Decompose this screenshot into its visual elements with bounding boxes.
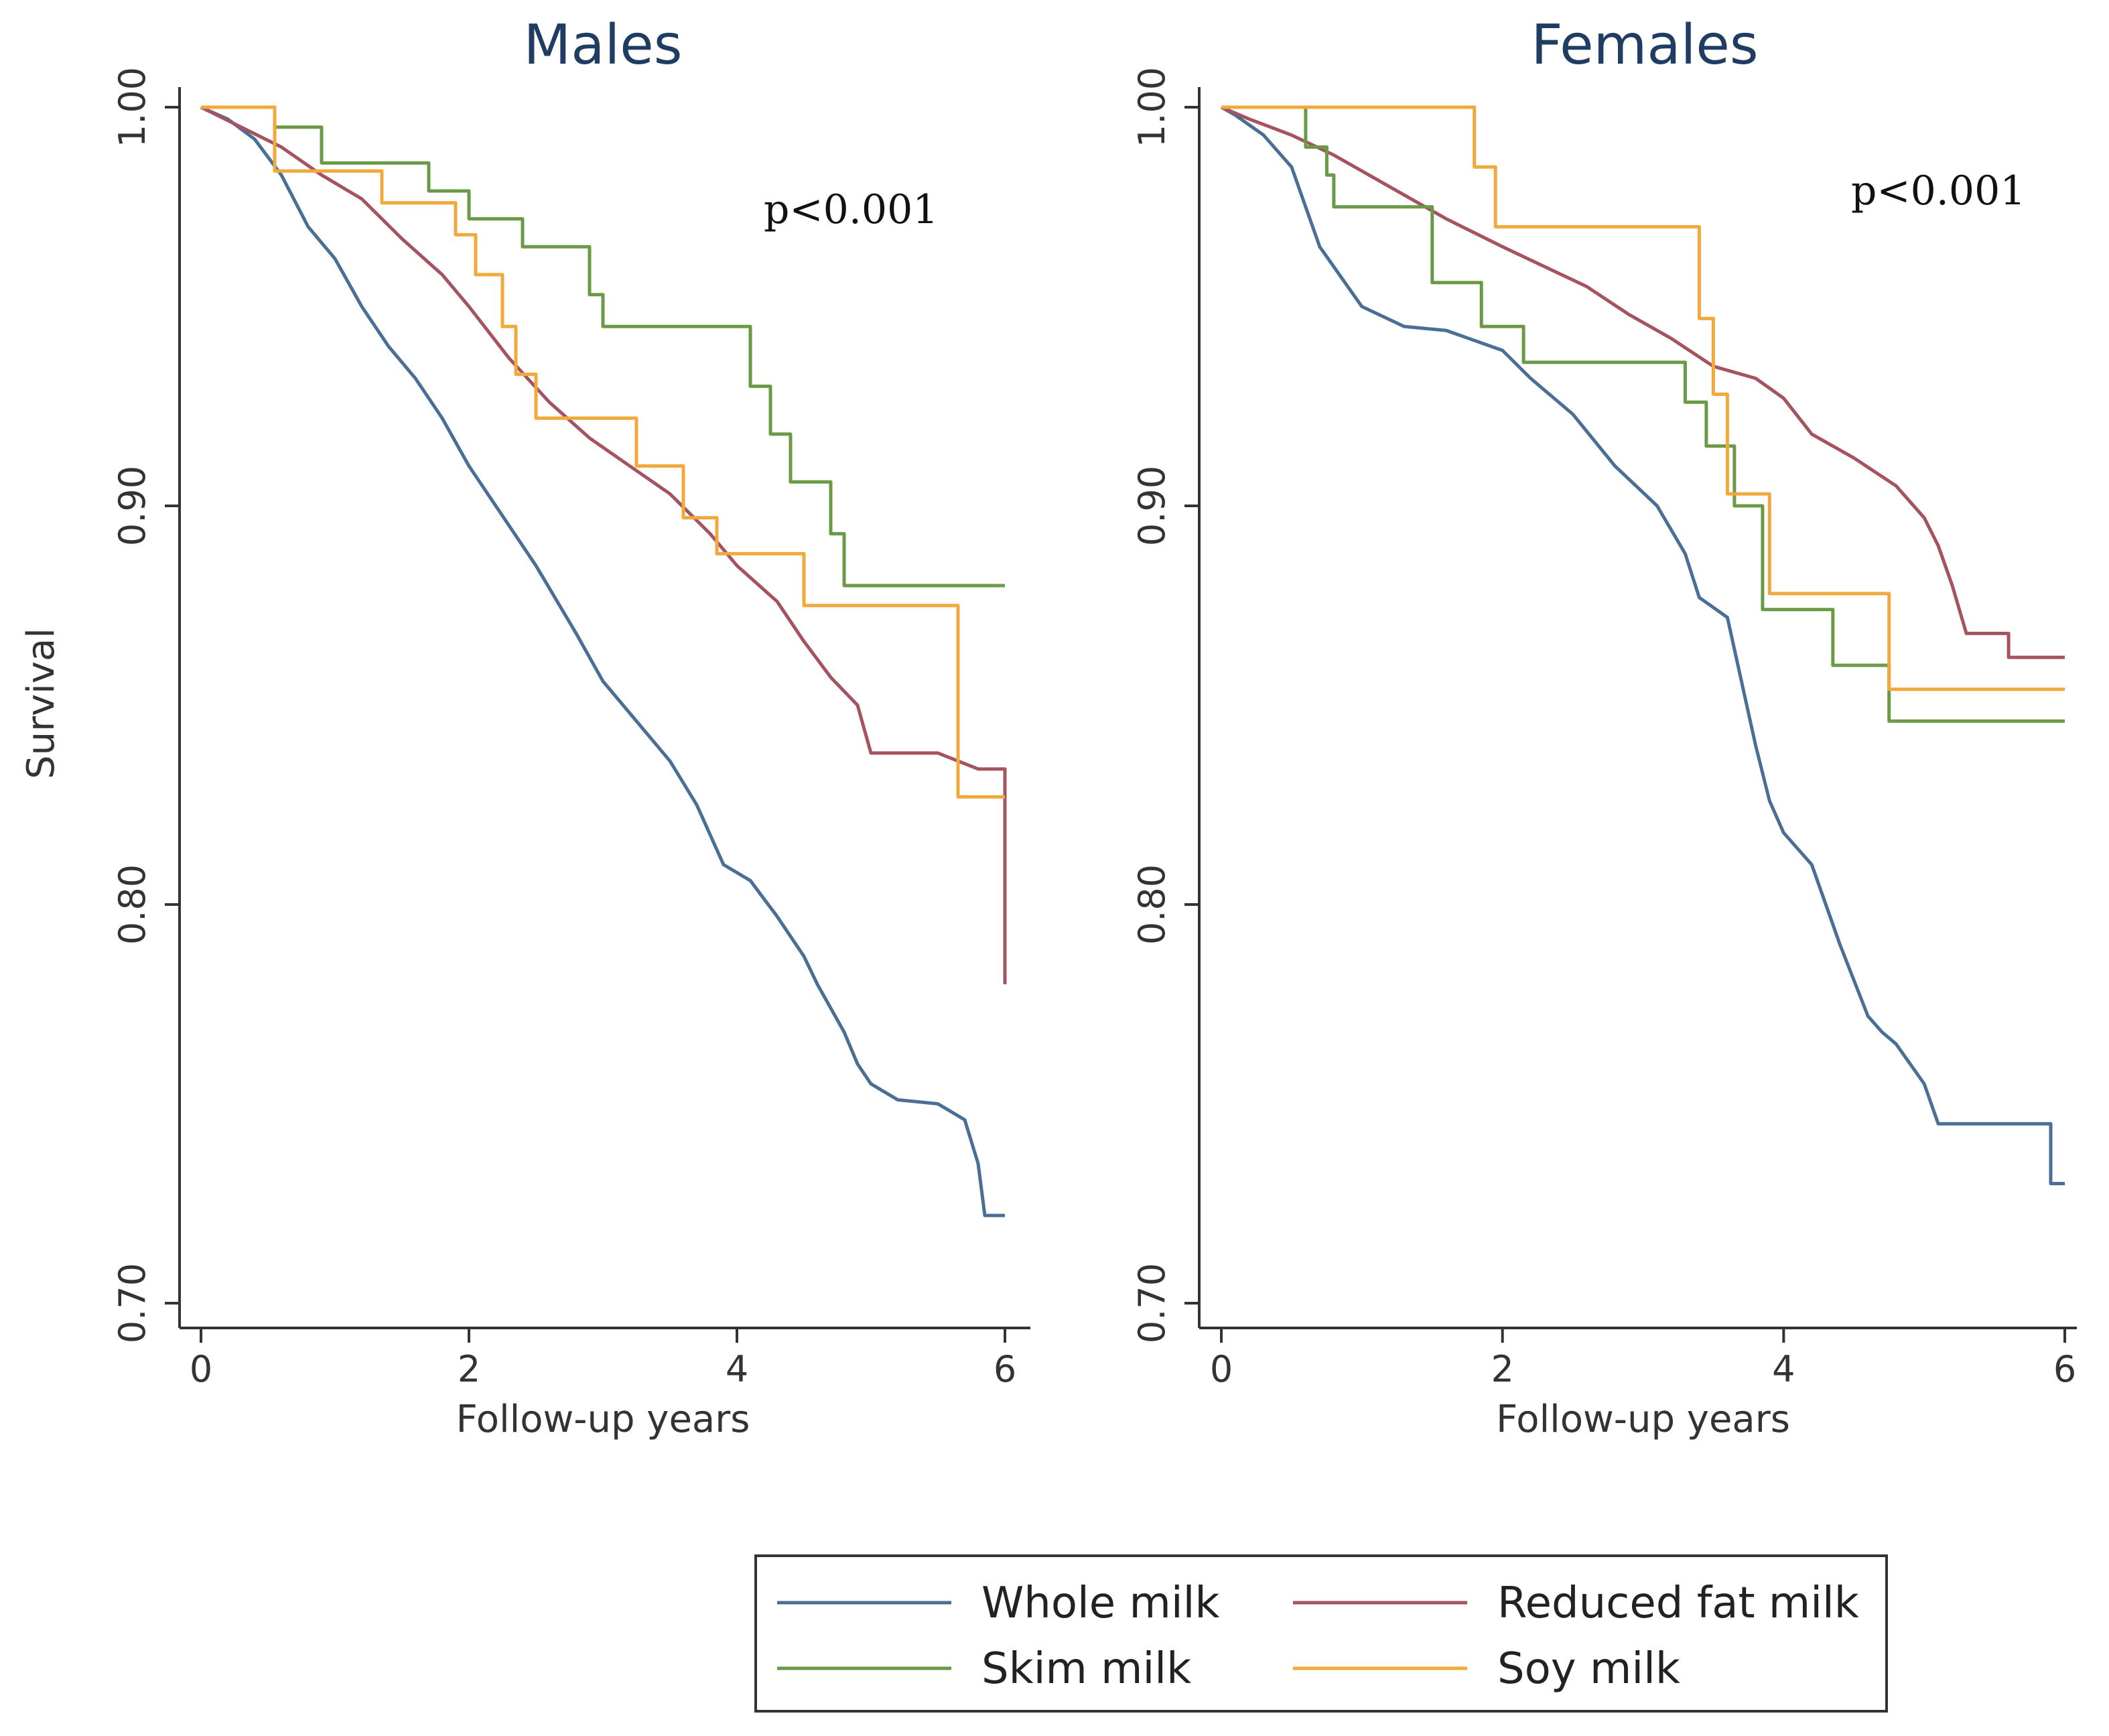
x-tick-label: 2 (1491, 1348, 1513, 1390)
legend-label-skim-milk: Skim milk (981, 1644, 1191, 1694)
y-tick-label: 0.90 (1131, 466, 1173, 546)
legend-box (754, 1554, 1888, 1713)
series-soy-milk (201, 105, 1005, 799)
legend-label-reduced-fat-milk: Reduced fat milk (1497, 1579, 1859, 1628)
x-tick-label: 0 (1210, 1348, 1233, 1390)
x-tick-label: 6 (994, 1348, 1016, 1390)
y-tick-label: 1.00 (111, 67, 153, 147)
series-skim-milk (201, 105, 1005, 588)
x-tick-label: 2 (458, 1348, 480, 1390)
y-tick-label: 0.80 (111, 864, 153, 945)
series-reduced-fat-milk (200, 105, 1007, 984)
series-skim-milk (1221, 105, 2065, 723)
series-whole-milk (200, 105, 1005, 1217)
x-axis-title: Follow-up years (1496, 1398, 1790, 1441)
legend-label-whole-milk: Whole milk (981, 1579, 1219, 1628)
p-value-annotation: p<0.001 (1851, 168, 2025, 214)
x-tick-label: 0 (190, 1348, 212, 1390)
panel-males: Males 0.70 0.80 0.90 1.00 0 2 4 6 Follow-up years… (19, 13, 1030, 1441)
y-tick-label: 0.70 (1131, 1263, 1173, 1343)
y-tick-label: 0.80 (1131, 864, 1173, 945)
x-tick-label: 4 (726, 1348, 748, 1390)
y-tick-label: 0.70 (111, 1263, 153, 1343)
panel-females: Females 0.70 0.80 0.90 1.00 0 2 4 6 Follow-up yea… (1131, 13, 2077, 1441)
legend: Whole milk Reduced fat milk Skim milk So… (754, 1554, 1888, 1713)
x-axis-title: Follow-up years (456, 1398, 750, 1441)
panel-title: Males (524, 13, 683, 77)
y-axis-title: Survival (19, 628, 63, 779)
x-tick-label: 6 (2053, 1348, 2076, 1390)
x-tick-label: 4 (1772, 1348, 1795, 1390)
y-tick-label: 0.90 (111, 466, 153, 546)
legend-label-soy-milk: Soy milk (1497, 1644, 1680, 1694)
series-soy-milk (1221, 105, 2065, 691)
y-tick-label: 1.00 (1131, 67, 1173, 147)
panel-title: Females (1531, 13, 1758, 77)
series-whole-milk (1220, 105, 2065, 1185)
chart-panels: Males 0.70 0.80 0.90 1.00 0 2 4 6 Follow-up years… (19, 13, 2077, 1441)
p-value-annotation: p<0.001 (764, 186, 938, 233)
